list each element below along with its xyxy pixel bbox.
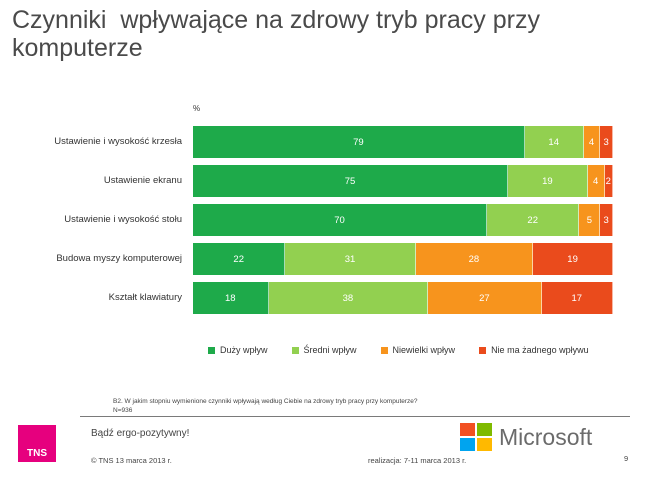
legend-swatch bbox=[208, 346, 215, 354]
legend-label: Niewielki wpływ bbox=[392, 345, 456, 355]
bar-segment: 38 bbox=[268, 282, 429, 314]
microsoft-square bbox=[477, 438, 492, 451]
footer-copyright: © TNS 13 marca 2013 r. bbox=[91, 456, 172, 465]
legend-label: Średni wpływ bbox=[303, 345, 357, 355]
legend-item: Nie ma żadnego wpływu bbox=[479, 345, 589, 355]
bar-segment: 70 bbox=[193, 204, 487, 236]
category-label: Budowa myszy komputerowej bbox=[56, 253, 182, 264]
bar-segment: 18 bbox=[193, 282, 269, 314]
footer-divider bbox=[80, 416, 630, 417]
bar-segment: 22 bbox=[193, 243, 286, 275]
category-label: Kształt klawiatury bbox=[108, 292, 182, 303]
legend-label: Duży wpływ bbox=[220, 345, 268, 355]
footer-realization: realizacja: 7-11 marca 2013 r. bbox=[368, 456, 467, 465]
bar-segment: 4 bbox=[587, 165, 605, 197]
bar-segment: 17 bbox=[541, 282, 613, 314]
page-number: 9 bbox=[624, 454, 629, 463]
bar-row: 18 38 27 17 bbox=[193, 282, 613, 314]
legend-swatch bbox=[291, 346, 299, 354]
microsoft-windows-icon bbox=[460, 423, 492, 451]
unit-label: % bbox=[193, 104, 201, 113]
bar-segment: 31 bbox=[285, 243, 416, 275]
slogan: Bądź ergo-pozytywny! bbox=[91, 428, 190, 439]
bar-segment: 3 bbox=[600, 204, 613, 236]
bar-row: 79 14 4 3 bbox=[193, 126, 613, 158]
microsoft-logo: Microsoft bbox=[460, 423, 592, 451]
bar-segment: 4 bbox=[583, 126, 601, 158]
footnote-sample-size: N=936 bbox=[113, 407, 133, 414]
bar-row: 22 31 28 19 bbox=[193, 243, 613, 275]
page-title: Czynniki wpływające na zdrowy tryb pracy… bbox=[12, 6, 547, 62]
category-label: Ustawienie i wysokość krzesła bbox=[54, 136, 182, 147]
bar-segment: 14 bbox=[524, 126, 584, 158]
footnote: B2. W jakim stopniu wymienione czynniki … bbox=[113, 397, 418, 415]
tns-logo-text: TNS bbox=[27, 448, 47, 459]
chart-legend: Duży wpływ Średni wpływ Niewielki wpływ Nie… bbox=[208, 345, 589, 355]
bar-segment: 19 bbox=[533, 243, 613, 275]
microsoft-square bbox=[460, 438, 475, 451]
bar-segment: 2 bbox=[604, 165, 613, 197]
legend-swatch bbox=[380, 346, 388, 354]
bar-segment: 3 bbox=[600, 126, 613, 158]
microsoft-square bbox=[477, 423, 492, 436]
bar-segment: 79 bbox=[193, 126, 525, 158]
microsoft-square bbox=[460, 423, 475, 436]
bar-segment: 5 bbox=[579, 204, 601, 236]
category-label: Ustawienie i wysokość stołu bbox=[64, 214, 182, 225]
bar-row: 70 22 5 3 bbox=[193, 204, 613, 236]
bar-segment: 28 bbox=[415, 243, 534, 275]
footnote-question: B2. W jakim stopniu wymienione czynniki … bbox=[113, 398, 418, 405]
legend-item: Niewielki wpływ bbox=[380, 345, 456, 355]
legend-item: Średni wpływ bbox=[291, 345, 357, 355]
microsoft-logo-text: Microsoft bbox=[499, 423, 593, 450]
legend-swatch bbox=[479, 346, 487, 354]
category-label: Ustawienie ekranu bbox=[103, 175, 182, 186]
bar-segment: 75 bbox=[193, 165, 508, 197]
bar-segment: 19 bbox=[508, 165, 588, 197]
legend-item: Duży wpływ bbox=[208, 345, 268, 355]
tns-logo: TNS bbox=[18, 425, 56, 462]
bar-segment: 27 bbox=[428, 282, 542, 314]
bar-row: 75 19 4 2 bbox=[193, 165, 613, 197]
legend-label: Nie ma żadnego wpływu bbox=[491, 345, 589, 355]
bar-segment: 22 bbox=[487, 204, 580, 236]
